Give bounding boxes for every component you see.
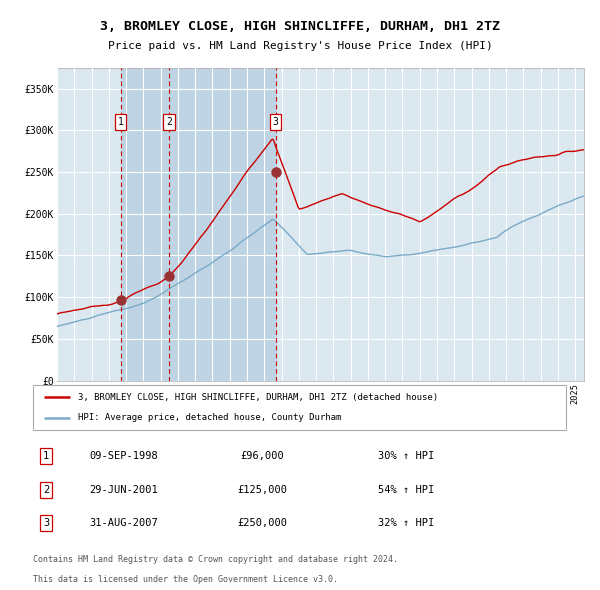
Text: 3, BROMLEY CLOSE, HIGH SHINCLIFFE, DURHAM, DH1 2TZ: 3, BROMLEY CLOSE, HIGH SHINCLIFFE, DURHA… (100, 20, 500, 33)
Text: 3: 3 (43, 519, 49, 528)
Text: Contains HM Land Registry data © Crown copyright and database right 2024.: Contains HM Land Registry data © Crown c… (33, 555, 398, 564)
Text: 30% ↑ HPI: 30% ↑ HPI (378, 451, 434, 461)
Text: 1: 1 (43, 451, 49, 461)
Text: 29-JUN-2001: 29-JUN-2001 (89, 485, 158, 494)
Text: 2: 2 (43, 485, 49, 494)
Text: £250,000: £250,000 (237, 519, 287, 528)
Text: HPI: Average price, detached house, County Durham: HPI: Average price, detached house, Coun… (78, 413, 341, 422)
Text: 3, BROMLEY CLOSE, HIGH SHINCLIFFE, DURHAM, DH1 2TZ (detached house): 3, BROMLEY CLOSE, HIGH SHINCLIFFE, DURHA… (78, 393, 439, 402)
FancyBboxPatch shape (33, 385, 566, 430)
Text: 1: 1 (118, 117, 124, 127)
Text: Price paid vs. HM Land Registry's House Price Index (HPI): Price paid vs. HM Land Registry's House … (107, 41, 493, 51)
Text: This data is licensed under the Open Government Licence v3.0.: This data is licensed under the Open Gov… (33, 575, 338, 584)
Text: 2: 2 (166, 117, 172, 127)
Text: 31-AUG-2007: 31-AUG-2007 (89, 519, 158, 528)
Text: £96,000: £96,000 (240, 451, 284, 461)
Text: 32% ↑ HPI: 32% ↑ HPI (378, 519, 434, 528)
Text: 09-SEP-1998: 09-SEP-1998 (89, 451, 158, 461)
Bar (121, 68, 275, 381)
Text: 54% ↑ HPI: 54% ↑ HPI (378, 485, 434, 494)
Text: £125,000: £125,000 (237, 485, 287, 494)
Text: 3: 3 (273, 117, 278, 127)
